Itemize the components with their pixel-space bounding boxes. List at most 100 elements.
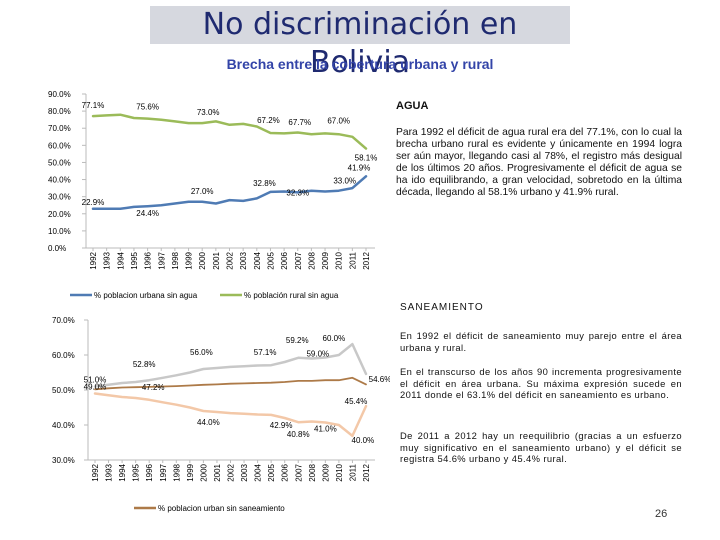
x-tick-label: 2005: [266, 251, 275, 269]
x-tick-label: 1996: [144, 251, 153, 269]
y-tick-label: 50.0%: [52, 386, 75, 395]
data-label: 33.0%: [333, 177, 356, 186]
data-label: 58.1%: [355, 154, 378, 163]
legend-label: % poblacion urbana sin agua: [94, 291, 198, 300]
data-label: 77.1%: [82, 101, 105, 110]
x-tick-label: 2006: [280, 251, 289, 269]
series-line-1: [93, 342, 368, 388]
data-label: 56.0%: [190, 348, 213, 357]
x-tick-label: 1998: [172, 463, 181, 481]
data-label: 59.2%: [286, 336, 309, 345]
x-tick-label: 2000: [199, 463, 208, 481]
series-line-3: [94, 376, 367, 391]
data-label: 75.6%: [136, 103, 159, 112]
x-tick-label: 2011: [348, 463, 357, 481]
data-label: 52.8%: [133, 360, 156, 369]
data-label: 27.0%: [191, 187, 214, 196]
x-tick-label: 2008: [307, 251, 316, 269]
data-label: 60.0%: [323, 334, 346, 343]
x-tick-label: 1998: [171, 251, 180, 269]
y-tick-label: 70.0%: [48, 124, 71, 133]
y-tick-label: 10.0%: [48, 227, 71, 236]
data-label: 42.9%: [270, 421, 293, 430]
data-label: 41.0%: [314, 425, 337, 434]
data-label: 44.0%: [197, 418, 220, 427]
data-label: 41.9%: [348, 163, 371, 172]
y-tick-label: 90.0%: [48, 90, 71, 99]
x-tick-label: 2010: [335, 463, 344, 481]
x-tick-label: 1997: [157, 251, 166, 269]
slide-subtitle: Brecha entre la cobertura urbana y rural: [226, 56, 494, 72]
x-tick-label: 1997: [159, 463, 168, 481]
x-tick-label: 2007: [294, 463, 303, 481]
data-label: 32.8%: [253, 179, 276, 188]
y-tick-label: 40.0%: [48, 176, 71, 185]
data-label: 67.2%: [257, 116, 280, 125]
x-tick-label: 2002: [227, 463, 236, 481]
slide-title: No discriminación en Bolivia: [202, 7, 518, 80]
page-number: 26: [655, 508, 668, 520]
water-note: Para 1992 el déficit de agua rural era d…: [396, 127, 682, 198]
x-tick-label: 2001: [212, 251, 221, 269]
sanitation-note-1: En 1992 el déficit de saneamiento muy pa…: [400, 330, 682, 353]
legend-label: % poblacion urban sin saneamiento: [158, 504, 285, 513]
y-tick-label: 20.0%: [48, 210, 71, 219]
data-label: 32.3%: [286, 189, 309, 198]
data-label: 45.4%: [345, 397, 368, 406]
x-tick-label: 1999: [185, 251, 194, 269]
y-tick-label: 60.0%: [48, 141, 71, 150]
y-tick-label: 80.0%: [48, 107, 71, 116]
data-label: 49.0%: [84, 383, 107, 392]
data-label: 51.0%: [84, 376, 107, 385]
water-heading: AGUA: [396, 100, 429, 112]
y-tick-label: 30.0%: [48, 193, 71, 202]
data-label: 57.1%: [254, 348, 277, 357]
y-tick-label: 30.0%: [52, 456, 75, 465]
x-tick-label: 2007: [294, 251, 303, 269]
series-line-2: [93, 392, 368, 438]
x-tick-label: 1994: [118, 463, 127, 481]
title-bar: No discriminación en Bolivia: [0, 0, 720, 80]
data-label: 67.0%: [327, 116, 350, 125]
x-tick-label: 1995: [130, 251, 139, 269]
y-tick-label: 70.0%: [52, 316, 75, 325]
x-tick-label: 1994: [116, 251, 125, 269]
y-tick-label: 50.0%: [48, 158, 71, 167]
x-tick-label: 2003: [240, 463, 249, 481]
title-background: [150, 6, 570, 44]
data-label: 40.8%: [287, 430, 310, 439]
x-tick-label: 1992: [91, 463, 100, 481]
data-label: 73.0%: [197, 108, 220, 117]
data-label: 67.7%: [288, 118, 311, 127]
sanitation-heading: SANEAMIENTO: [400, 302, 484, 313]
x-tick-label: 2000: [198, 251, 207, 269]
x-tick-label: 2005: [267, 463, 276, 481]
x-tick-label: 2009: [321, 251, 330, 269]
x-tick-label: 2012: [362, 463, 371, 481]
x-tick-label: 2011: [348, 251, 357, 269]
water-chart: 0.0% 10.0% 20.0% 30.0% 40.0% 50.0% 60.0% 70.0% 8…: [48, 90, 378, 300]
x-tick-label: 2003: [239, 251, 248, 269]
y-tick-label: 40.0%: [52, 421, 75, 430]
y-tick-label: 0.0%: [48, 244, 66, 253]
legend-label: % población rural sin agua: [244, 291, 339, 300]
sanitation-chart: 30.0% 40.0% 50.0% 60.0% 70.0% 1992 1993 1994 199…: [52, 316, 390, 513]
sanitation-note-3: De 2011 a 2012 hay un reequilibrio (grac…: [400, 430, 682, 465]
x-tick-label: 2004: [254, 463, 263, 481]
x-tick-label: 2009: [321, 463, 330, 481]
data-label: 47.2%: [142, 383, 165, 392]
sanitation-note-2: En el transcurso de los años 90 incremen…: [400, 366, 682, 401]
x-tick-label: 1993: [105, 463, 114, 481]
x-tick-label: 1996: [145, 463, 154, 481]
x-tick-label: 1992: [89, 251, 98, 269]
x-tick-label: 2002: [226, 251, 235, 269]
data-label: 24.4%: [136, 209, 159, 218]
x-tick-label: 1993: [103, 251, 112, 269]
x-tick-label: 2010: [335, 251, 344, 269]
y-tick-label: 60.0%: [52, 351, 75, 360]
series-line-1: [91, 175, 368, 211]
x-tick-label: 2012: [362, 251, 371, 269]
data-label: 59.0%: [306, 350, 329, 359]
data-label: 40.0%: [352, 436, 375, 445]
x-tick-label: 1995: [132, 463, 141, 481]
